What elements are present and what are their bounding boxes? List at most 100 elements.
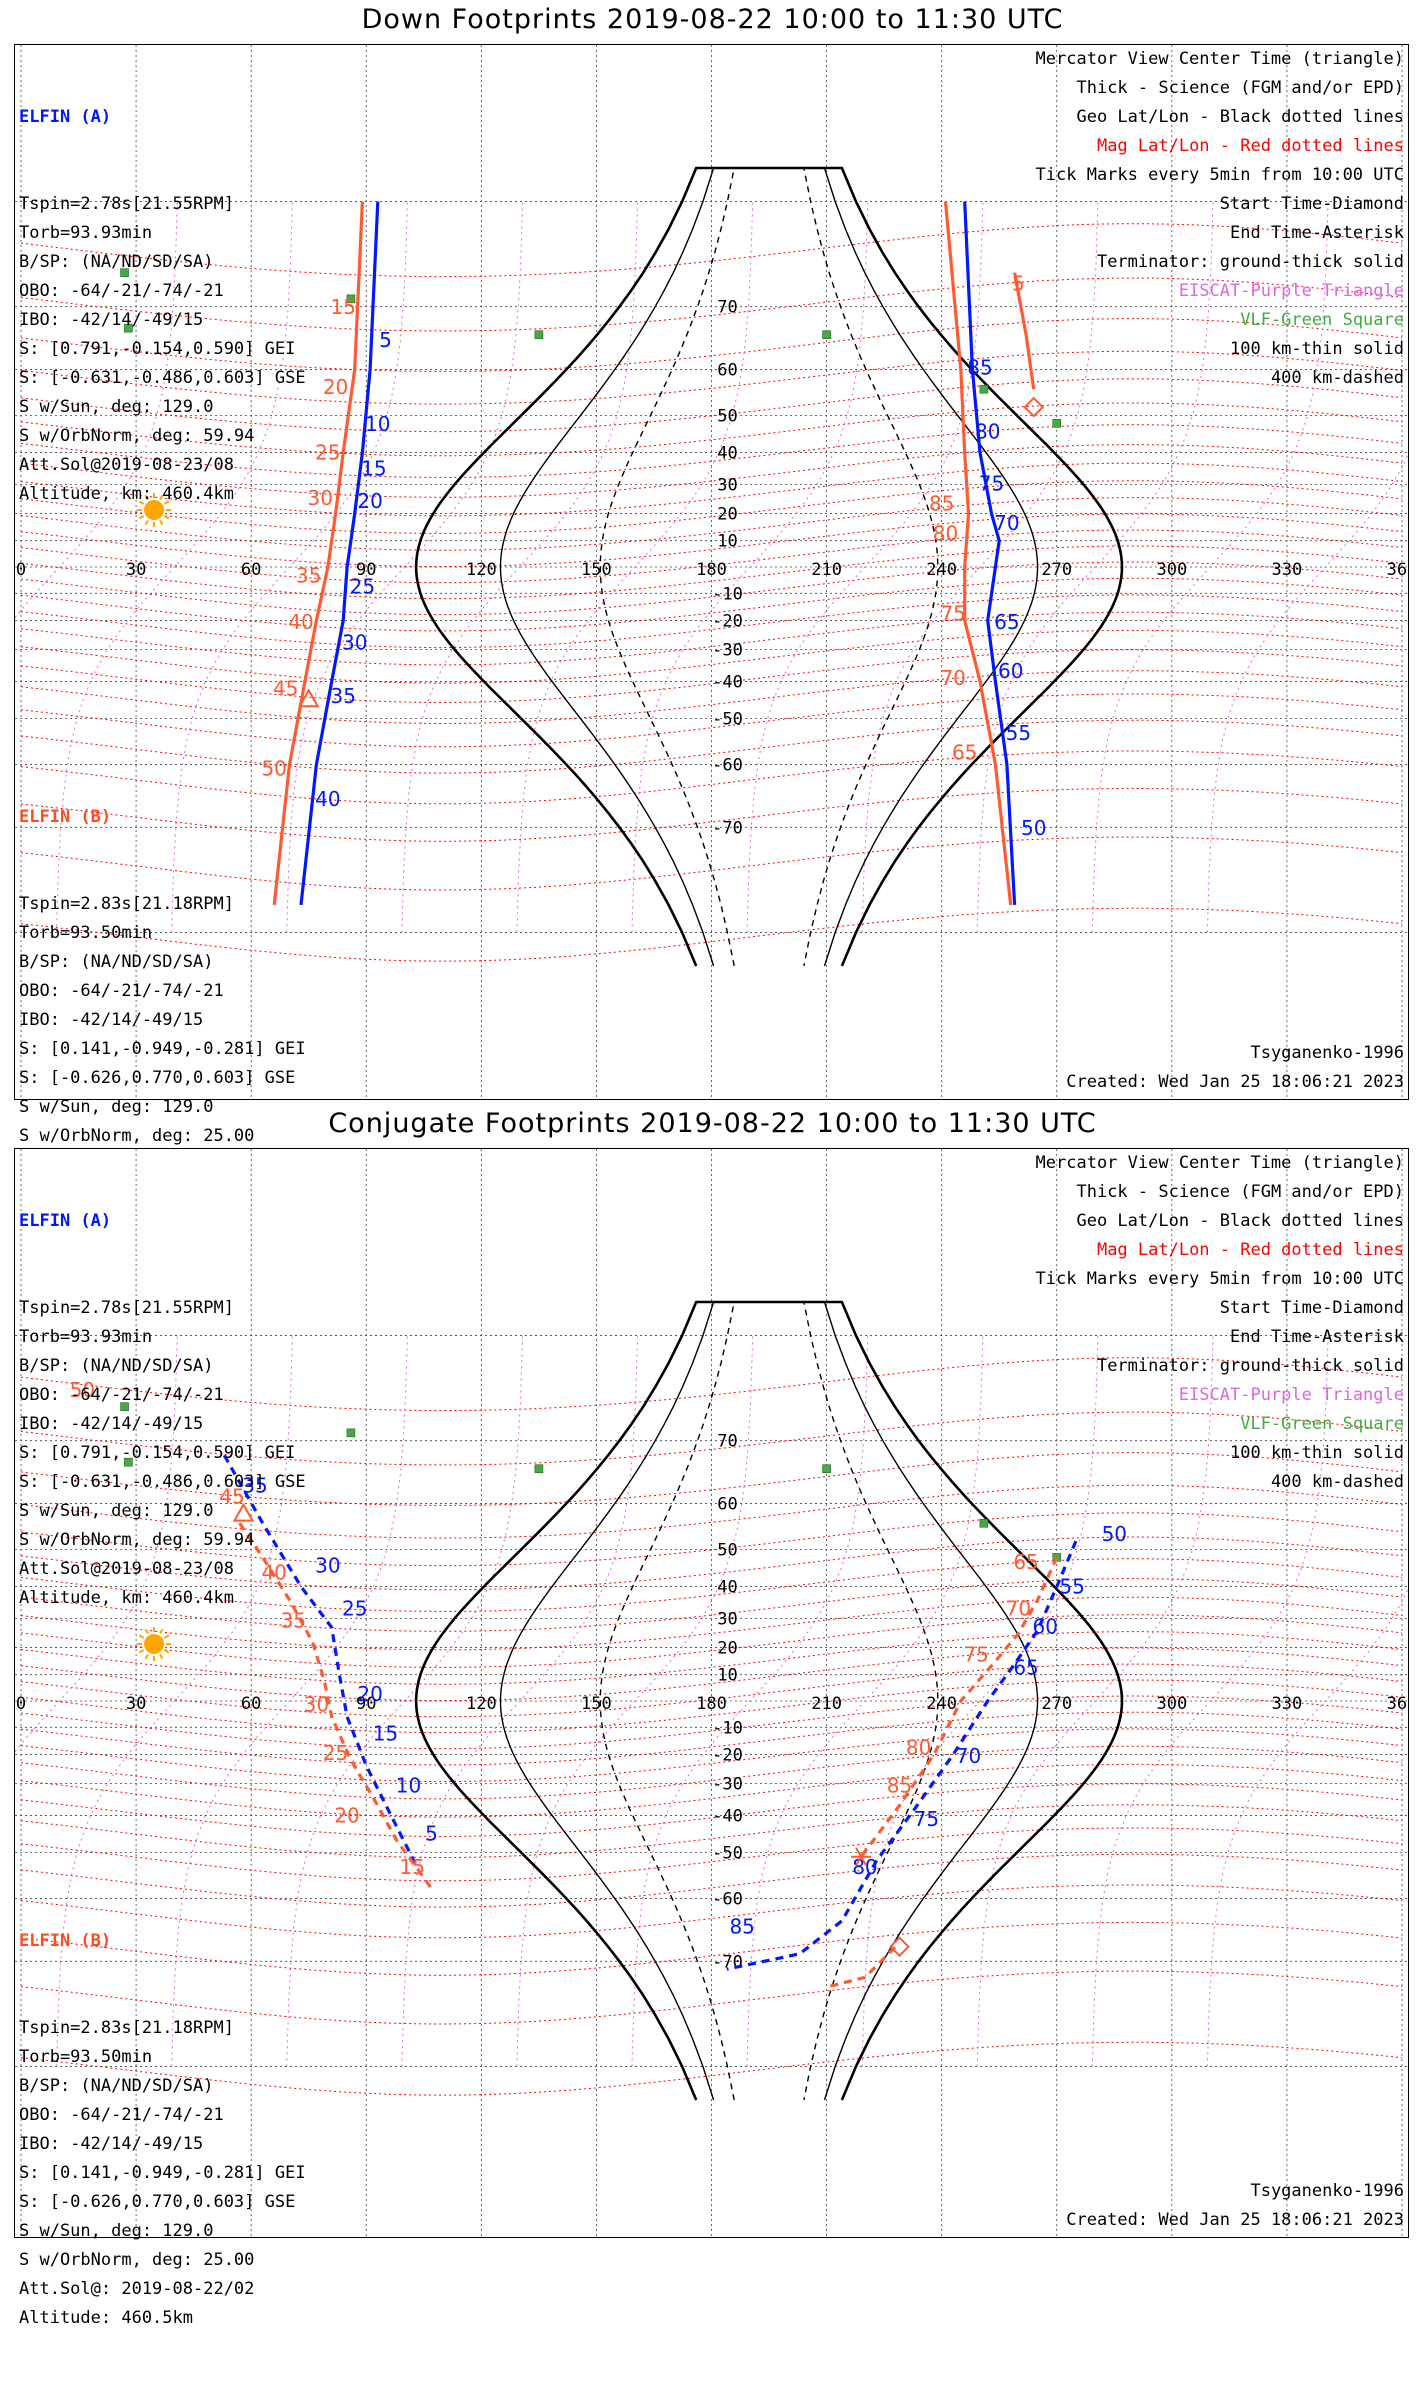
info-line: IBO: -42/14/-49/15 — [19, 1414, 204, 1434]
info-line: OBO: -64/-21/-74/-21 — [19, 2105, 224, 2125]
info-line: S: [-0.631,-0.486,0.603] GSE — [19, 368, 306, 388]
sun-ray — [138, 500, 145, 505]
y-tick-label: 10 — [717, 532, 737, 552]
legend-entry: Geo Lat/Lon - Black dotted lines — [1076, 107, 1404, 127]
legend-entry: Geo Lat/Lon - Black dotted lines — [1076, 1211, 1404, 1231]
mag-latitude-line — [20, 1679, 1403, 1734]
tick-mark-label: 85 — [967, 356, 992, 380]
mag-latitude-line — [20, 577, 1403, 632]
mag-latitude-line — [20, 1558, 1403, 1612]
legend-entry: Start Time-Diamond — [1219, 1298, 1404, 1318]
map-panel-down: 0 30 60 90 120 150 180 210 240 270 300 330 360 70 60 50… — [14, 44, 1409, 1204]
elfin-b-track — [1013, 272, 1036, 390]
elfin-b-label: ELFIN (B) — [19, 807, 112, 827]
info-line: Tspin=2.78s[21.55RPM] — [19, 194, 234, 214]
tick-mark-label: 65 — [994, 610, 1019, 634]
mag-latitude-line — [20, 649, 1403, 704]
tick-mark-label: 60 — [998, 659, 1023, 683]
elfin-b-track — [830, 1945, 897, 1988]
legend: Mercator View Center Time (triangle) Thic… — [1036, 45, 1404, 393]
created-label: Created: Wed Jan 25 18:06:21 2023 — [1066, 1072, 1404, 1092]
sun-ray — [163, 1634, 170, 1639]
tick-mark-label: 70 — [956, 1744, 981, 1768]
mag-longitude-line — [631, 201, 869, 933]
mag-longitude-line — [1091, 201, 1329, 933]
mag-longitude-line — [746, 201, 984, 933]
mag-latitude-line — [20, 907, 1403, 962]
mag-latitude-line — [20, 424, 1403, 478]
terminator-400km — [599, 167, 939, 967]
tick-mark-label: 65 — [952, 740, 977, 764]
tick-mark-label: 50 — [1102, 1522, 1127, 1546]
legend-entry: 400 km-dashed — [1270, 1472, 1404, 1492]
info-line: S w/OrbNorm, deg: 59.94 — [19, 426, 255, 446]
info-line: Altitude, km: 460.4km — [19, 1588, 234, 1608]
view-center-triangle — [297, 688, 320, 708]
mag-latitude-line — [20, 1921, 1403, 1976]
x-tick-label: 60 — [241, 1694, 261, 1714]
y-tick-label: -60 — [712, 756, 743, 776]
info-line: S: [0.141,-0.949,-0.281] GEI — [19, 1039, 306, 1059]
mag-latitude-line — [20, 611, 1403, 666]
legend-entry: EISCAT-Purple Triangle — [1178, 1385, 1404, 1405]
tick-mark-label: 25 — [323, 1741, 348, 1765]
info-line: S: [0.791,-0.154,0.590] GEI — [19, 339, 296, 359]
mag-latitude-line — [20, 223, 1403, 278]
mag-latitude-line — [20, 1745, 1403, 1800]
tick-mark-label: 40 — [261, 1561, 286, 1585]
vlf-site — [120, 1402, 129, 1411]
sun-ray — [138, 515, 145, 520]
info-line: IBO: -42/14/-49/15 — [19, 2134, 204, 2154]
sun-icon — [144, 499, 165, 520]
info-line: IBO: -42/14/-49/15 — [19, 310, 204, 330]
mag-longitude-line — [15, 1335, 178, 1753]
mag-longitude-line — [746, 1335, 984, 2067]
sun-ray — [144, 1653, 149, 1660]
mag-latitude-line — [20, 480, 1403, 534]
elfin-a-track — [726, 1540, 1078, 1971]
mag-latitude-line — [20, 462, 1403, 517]
mag-latitude-line — [20, 378, 1403, 433]
x-tick-label: 90 — [356, 560, 376, 580]
mag-latitude-line — [20, 513, 1403, 568]
tick-mark-label: 85 — [729, 1914, 754, 1938]
mag-longitude-line — [631, 1335, 869, 2067]
elfin-a-track — [299, 201, 380, 906]
sun-ray — [159, 1628, 164, 1635]
info-line: B/SP: (NA/ND/SD/SA) — [19, 1356, 214, 1376]
mag-latitude-line — [20, 1357, 1403, 1412]
tick-mark-label: 35 — [281, 1609, 306, 1633]
sun-ray — [144, 519, 149, 526]
tick-mark-label: 30 — [304, 1692, 329, 1716]
y-tick-label: 30 — [717, 476, 737, 496]
info-line: Att.Sol@: 2019-08-22/02 — [19, 2279, 255, 2299]
tick-mark-label: 65 — [1013, 1656, 1038, 1680]
elfin-b-label: ELFIN (B) — [19, 1931, 112, 1951]
x-tick-label: 150 — [581, 560, 612, 580]
mag-longitude-line — [56, 1335, 293, 2067]
tick-mark-label: 50 — [261, 756, 286, 780]
x-tick-label: 360 — [1387, 560, 1408, 580]
elfin-b-track — [238, 1522, 433, 1890]
tick-mark-label: 40 — [315, 787, 340, 811]
legend-entry: 400 km-dashed — [1270, 368, 1404, 388]
tick-mark-label: 20 — [357, 489, 382, 513]
x-tick-label: 270 — [1041, 560, 1072, 580]
end-asterisk — [855, 1847, 867, 1866]
elfin-b-track — [272, 201, 364, 906]
mag-latitude-line — [20, 1827, 1403, 1882]
elfin-b-info: ELFIN (B) Tspin=2.83s[21.18RPM] Torb=93.5… — [19, 1869, 306, 2391]
tick-mark-label: 80 — [906, 1735, 931, 1759]
mag-latitude-line — [20, 1411, 1403, 1466]
info-line: B/SP: (NA/ND/SD/SA) — [19, 252, 214, 272]
mag-longitude-line — [516, 201, 754, 933]
y-tick-label: -20 — [712, 611, 743, 631]
info-line: Torb=93.50min — [19, 2047, 153, 2067]
tick-mark-label: 25 — [342, 1597, 367, 1621]
x-tick-label: 210 — [811, 560, 842, 580]
mag-latitude-line — [20, 670, 1403, 724]
info-line: S w/Sun, deg: 129.0 — [19, 1097, 214, 1117]
tick-mark-label: 70 — [1006, 1597, 1031, 1621]
info-line: Att.Sol@2019-08-23/08 — [19, 1559, 234, 1579]
vlf-site — [979, 1518, 989, 1528]
